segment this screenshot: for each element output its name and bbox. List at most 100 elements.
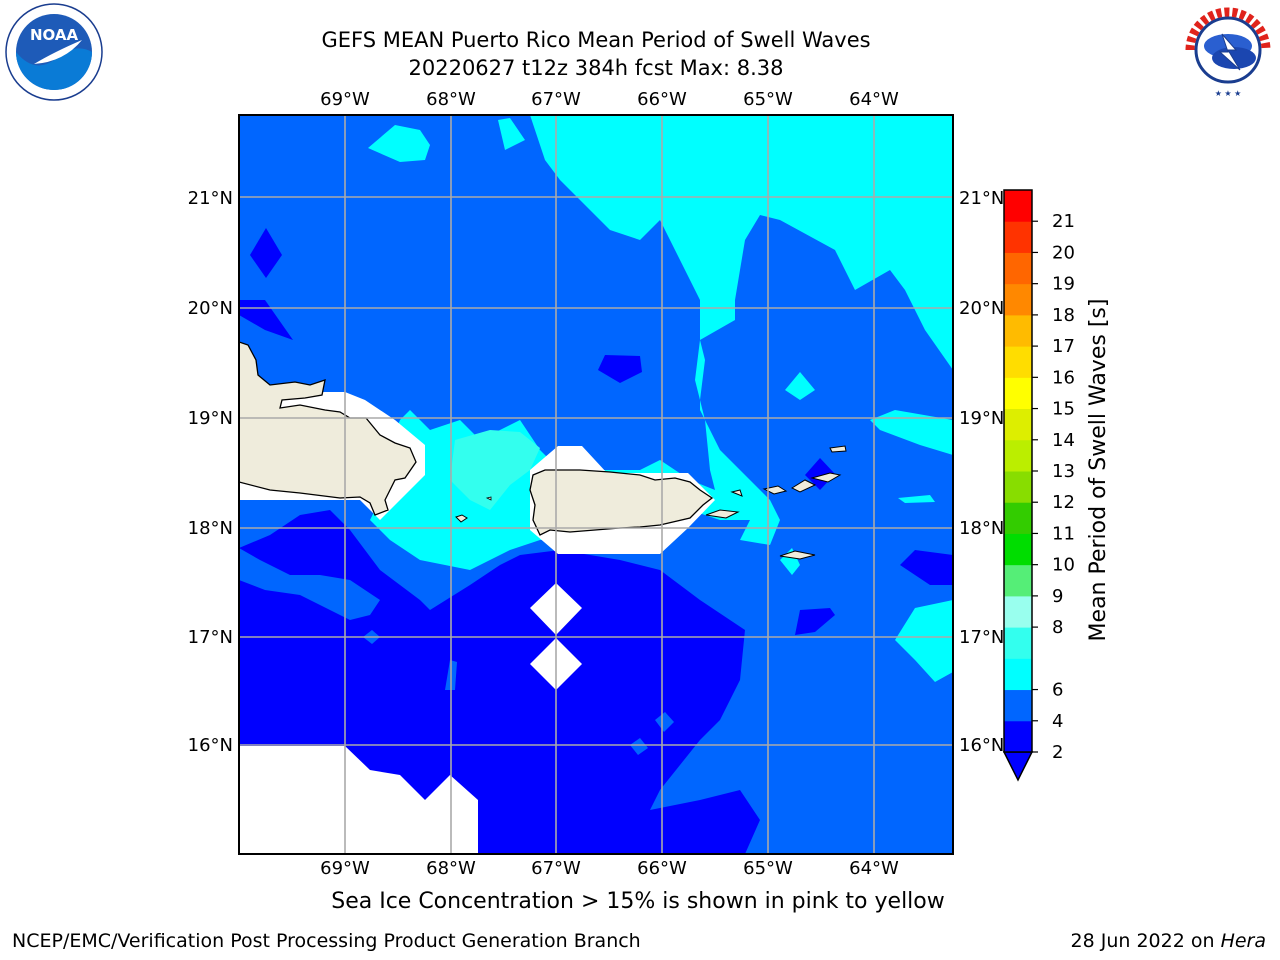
lat-label-left: 17°N (188, 627, 233, 648)
lat-label-left: 20°N (188, 298, 233, 319)
noaa-logo: NOAA (5, 3, 103, 101)
colorbar-swatch (1004, 283, 1032, 316)
swell-band-2-4s-patch (598, 355, 642, 383)
swell-band-6-8s-patch (770, 128, 825, 155)
lon-label-top: 65°W (743, 89, 793, 110)
swell-band-2-4s-patch (239, 300, 293, 340)
lon-label-top: 68°W (426, 89, 476, 110)
lon-label-bottom: 66°W (637, 858, 687, 879)
contour-fill-layer (239, 115, 953, 854)
colorbar-tick-label: 10 (1052, 555, 1075, 576)
land-desecheo (485, 496, 492, 501)
lat-labels-right: 21°N 20°N 19°N 18°N 17°N 16°N (959, 188, 1004, 756)
land-tortola (810, 472, 842, 483)
colorbar-tick-label: 8 (1052, 617, 1063, 638)
colorbar-tick-label: 19 (1052, 274, 1075, 295)
lon-label-bottom: 67°W (531, 858, 581, 879)
colorbar-swatch (1004, 658, 1032, 691)
colorbar-tick-label: 4 (1052, 711, 1063, 732)
lon-labels-bottom: 69°W 68°W 67°W 66°W 65°W 64°W (320, 858, 899, 879)
colorbar-swatch (1004, 252, 1032, 285)
colorbar-tick-label: 9 (1052, 586, 1063, 607)
colorbar-tick-label: 14 (1052, 430, 1075, 451)
colorbar-tick-label: 12 (1052, 492, 1075, 513)
colorbar-swatch (1004, 314, 1032, 347)
lat-label-left: 18°N (188, 518, 233, 539)
noaa-logo-text: NOAA (30, 26, 79, 44)
swell-band-4-6s-patch (630, 738, 648, 755)
colorbar-swatch (1004, 689, 1032, 722)
colorbar-swatch (1004, 627, 1032, 659)
lat-label-right: 20°N (959, 298, 1004, 319)
colorbar-tick-label: 6 (1052, 680, 1063, 701)
lon-label-bottom: 65°W (743, 858, 793, 879)
land-anegada (829, 445, 847, 453)
colorbar-swatch (1004, 439, 1032, 472)
lon-label-bottom: 68°W (426, 858, 476, 879)
swell-band-6-8s-patch (898, 495, 935, 503)
map-frame (238, 114, 954, 855)
colorbar-swatch (1004, 720, 1032, 753)
swell-band-6-8s-patch (785, 372, 815, 400)
swell-band-6-8s-patch (498, 118, 525, 150)
footer-date-text: 28 Jun 2022 on (1070, 930, 1221, 952)
colorbar: 2 4 6 8 9 10 11 12 13 14 15 16 17 18 19 20 21 (1002, 189, 1075, 782)
lon-label-bottom: 69°W (320, 858, 370, 879)
colorbar-label: Mean Period of Swell Waves [s] (1086, 299, 1111, 642)
swell-band-4-6s-patch (655, 712, 674, 732)
colorbar-swatch (1004, 221, 1032, 253)
land-st-thomas (762, 485, 788, 495)
land-vieques (705, 509, 740, 519)
land-st-croix (779, 550, 816, 560)
lon-label-top: 64°W (849, 89, 899, 110)
swell-band-2-4s-patch (795, 608, 835, 635)
lon-label-top: 66°W (637, 89, 687, 110)
swell-band-6-8s-patch (870, 410, 953, 455)
colorbar-tick-label: 20 (1052, 242, 1075, 263)
lat-labels-left: 21°N 20°N 19°N 18°N 17°N 16°N (188, 188, 233, 756)
colorbar-swatch (1004, 190, 1032, 222)
swell-band-6-8s-patch (895, 600, 953, 682)
lat-label-right: 17°N (959, 627, 1004, 648)
colorbar-swatch (1004, 502, 1032, 534)
colorbar-swatch (1004, 377, 1032, 410)
colorbar-swatch (1004, 564, 1032, 597)
lat-label-right: 18°N (959, 518, 1004, 539)
colorbar-swatch (1004, 471, 1032, 503)
lon-label-bottom: 64°W (849, 858, 899, 879)
swell-band-8-9s-patch (450, 430, 540, 510)
colorbar-tick-label: 15 (1052, 399, 1075, 420)
swell-band-2-4s-patch (900, 550, 953, 585)
colorbar-extend-min (1002, 751, 1034, 782)
colorbar-tick-label: 18 (1052, 305, 1075, 326)
footer-host: Hera (1220, 930, 1266, 952)
sea-ice-note: Sea Ice Concentration > 15% is shown in … (331, 889, 945, 914)
colorbar-swatch (1004, 595, 1032, 628)
lat-label-right: 16°N (959, 735, 1004, 756)
colorbar-tick-label: 17 (1052, 336, 1075, 357)
lat-label-left: 19°N (188, 408, 233, 429)
land-mona-island (455, 514, 468, 523)
footer-branch: NCEP/EMC/Verification Post Processing Pr… (12, 930, 641, 952)
chart-subtitle: 20220627 t12z 384h fcst Max: 8.38 (408, 56, 784, 80)
lat-label-right: 19°N (959, 408, 1004, 429)
lon-label-top: 69°W (320, 89, 370, 110)
colorbar-tick-label: 16 (1052, 367, 1075, 388)
lat-label-left: 21°N (188, 188, 233, 209)
lat-label-left: 16°N (188, 735, 233, 756)
svg-text:★ ★ ★: ★ ★ ★ (1215, 89, 1242, 98)
colorbar-tick-label: 11 (1052, 523, 1075, 544)
colorbar-swatch (1004, 346, 1032, 378)
colorbar-swatch (1004, 408, 1032, 441)
colorbar-swatch (1004, 533, 1032, 566)
lon-label-top: 67°W (531, 89, 581, 110)
lon-labels-top: 69°W 68°W 67°W 66°W 65°W 64°W (320, 89, 899, 110)
map-gridlines (239, 115, 953, 854)
no-data-southwest (239, 746, 478, 854)
chart-title: GEFS MEAN Puerto Rico Mean Period of Swe… (321, 28, 871, 52)
swell-band-2-4s-patch (250, 228, 282, 278)
nws-logo: ★ ★ ★ (1184, 6, 1272, 98)
land-st-john (790, 479, 817, 493)
colorbar-tick-label: 13 (1052, 461, 1075, 482)
